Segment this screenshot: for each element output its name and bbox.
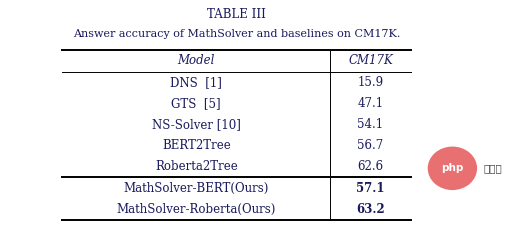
Text: NS-Solver [10]: NS-Solver [10] <box>152 118 241 131</box>
Text: Answer accuracy of MathSolver and baselines on CM17K.: Answer accuracy of MathSolver and baseli… <box>73 29 400 39</box>
Text: 62.6: 62.6 <box>357 160 384 173</box>
Text: CM17K: CM17K <box>348 55 393 68</box>
Text: MathSolver-BERT(Ours): MathSolver-BERT(Ours) <box>124 182 269 195</box>
Ellipse shape <box>427 147 477 190</box>
Text: 54.1: 54.1 <box>357 118 384 131</box>
Text: TABLE III: TABLE III <box>207 8 266 21</box>
Text: php: php <box>441 163 464 173</box>
Text: DNS  [1]: DNS [1] <box>171 76 222 89</box>
Text: GTS  [5]: GTS [5] <box>172 97 221 110</box>
Text: 57.1: 57.1 <box>356 182 385 195</box>
Text: 63.2: 63.2 <box>356 203 385 216</box>
Text: 中文网: 中文网 <box>484 163 502 173</box>
Text: Model: Model <box>178 55 215 68</box>
Text: 47.1: 47.1 <box>357 97 384 110</box>
Text: 56.7: 56.7 <box>357 139 384 152</box>
Text: BERT2Tree: BERT2Tree <box>162 139 231 152</box>
Text: Roberta2Tree: Roberta2Tree <box>155 160 238 173</box>
Text: MathSolver-Roberta(Ours): MathSolver-Roberta(Ours) <box>116 203 276 216</box>
Text: 15.9: 15.9 <box>357 76 384 89</box>
